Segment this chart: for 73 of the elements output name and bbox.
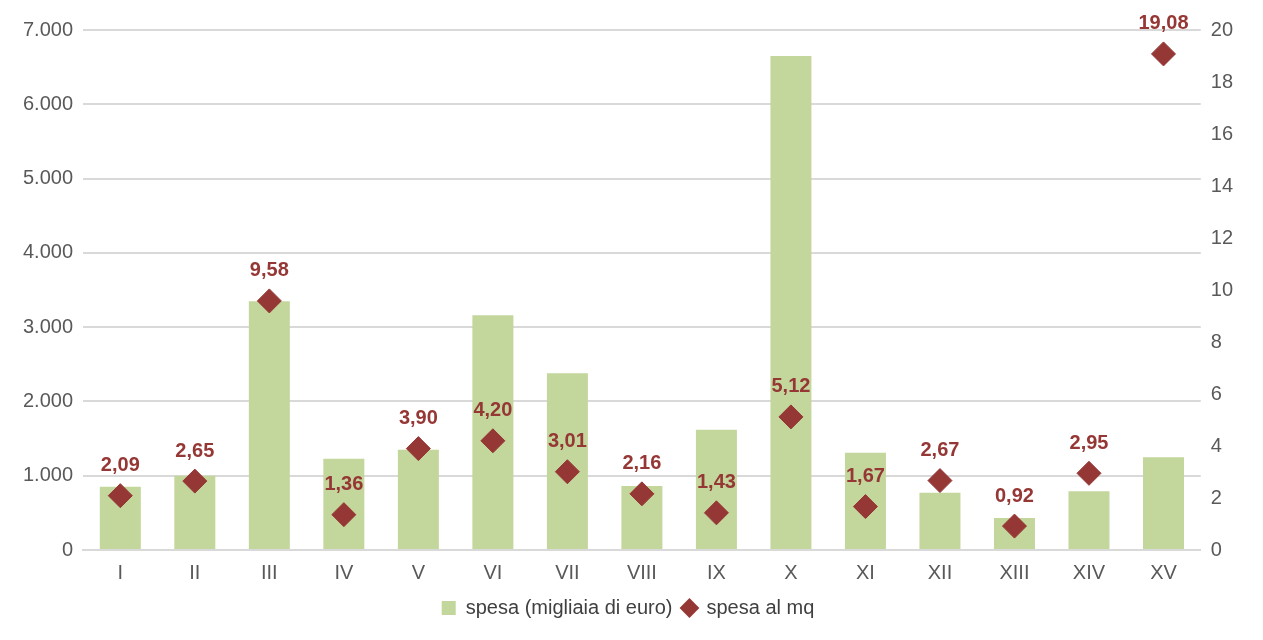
- y2-tick-label: 12: [1210, 225, 1233, 248]
- x-tick-label: II: [189, 560, 201, 583]
- data-label: 2,65: [175, 438, 215, 461]
- x-tick-label: IX: [706, 560, 726, 583]
- x-tick-label: VII: [555, 560, 580, 583]
- y2-tick-label: 20: [1210, 17, 1233, 40]
- x-tick-label: XIII: [999, 560, 1030, 583]
- bar: [1143, 457, 1184, 549]
- bar: [546, 373, 588, 549]
- data-label: 0,92: [995, 483, 1034, 506]
- point: [554, 459, 580, 485]
- point: [1076, 460, 1102, 486]
- data-label: 2,67: [920, 438, 960, 461]
- point: [480, 428, 506, 454]
- point: [182, 468, 208, 494]
- data-label: 1,43: [696, 470, 736, 493]
- data-label: 9,58: [249, 258, 289, 281]
- bar: [919, 492, 961, 549]
- y-tick-label: 3.000: [22, 314, 74, 337]
- data-label: 3,01: [547, 429, 587, 452]
- bar: [174, 475, 216, 549]
- point: [107, 483, 133, 509]
- legend-label: spesa al mq: [706, 595, 815, 618]
- bar: [472, 315, 514, 549]
- bar: [1068, 491, 1110, 549]
- data-label: 2,16: [622, 451, 662, 474]
- bar: [695, 429, 737, 549]
- y2-tick-label: 2: [1210, 485, 1222, 508]
- data-label: 2,09: [100, 453, 140, 476]
- bar: [248, 301, 290, 549]
- y-tick-label: 1.000: [22, 463, 74, 486]
- y-tick-label: 4.000: [22, 240, 74, 263]
- data-label: 5,12: [771, 374, 811, 397]
- y2-tick-label: 4: [1210, 433, 1222, 456]
- point: [405, 436, 431, 462]
- y2-tick-label: 16: [1210, 121, 1233, 144]
- point: [1151, 41, 1176, 67]
- data-label: 1,67: [845, 464, 885, 487]
- y-tick-label: 7.000: [22, 17, 74, 40]
- x-tick-label: XI: [855, 560, 875, 583]
- data-label: 2,95: [1069, 430, 1109, 453]
- x-tick-label: XII: [927, 560, 953, 583]
- point: [256, 288, 282, 314]
- legend-label: spesa (migliaia di euro): [465, 595, 673, 618]
- data-label: 4,20: [473, 398, 513, 421]
- x-tick-label: X: [784, 560, 798, 583]
- x-tick-label: VIII: [626, 560, 657, 583]
- y2-tick-label: 10: [1210, 277, 1233, 300]
- x-tick-label: IV: [334, 560, 354, 583]
- y2-tick-label: 8: [1210, 329, 1222, 352]
- x-tick-label: VI: [483, 560, 503, 583]
- x-tick-label: I: [117, 560, 124, 583]
- y-tick-label: 6.000: [22, 91, 74, 114]
- point: [778, 404, 804, 430]
- y2-tick-label: 6: [1210, 381, 1222, 404]
- data-label: 3,90: [398, 406, 438, 429]
- y2-tick-label: 14: [1210, 173, 1233, 196]
- point: [927, 468, 953, 494]
- data-label: 19,08: [1138, 11, 1189, 34]
- point: [629, 481, 655, 507]
- y-tick-label: 0: [61, 537, 74, 560]
- point: [703, 500, 729, 526]
- y2-tick-label: 0: [1210, 537, 1222, 560]
- y-tick-label: 5.000: [22, 166, 74, 189]
- y-tick-label: 2.000: [22, 388, 74, 411]
- x-tick-label: V: [411, 560, 426, 583]
- x-tick-label: XV: [1150, 560, 1178, 583]
- bar: [397, 449, 439, 549]
- x-tick-label: III: [261, 560, 278, 583]
- x-tick-label: XIV: [1072, 560, 1106, 583]
- y2-tick-label: 18: [1210, 69, 1233, 92]
- bar: [770, 56, 812, 549]
- data-label: 1,36: [324, 472, 364, 495]
